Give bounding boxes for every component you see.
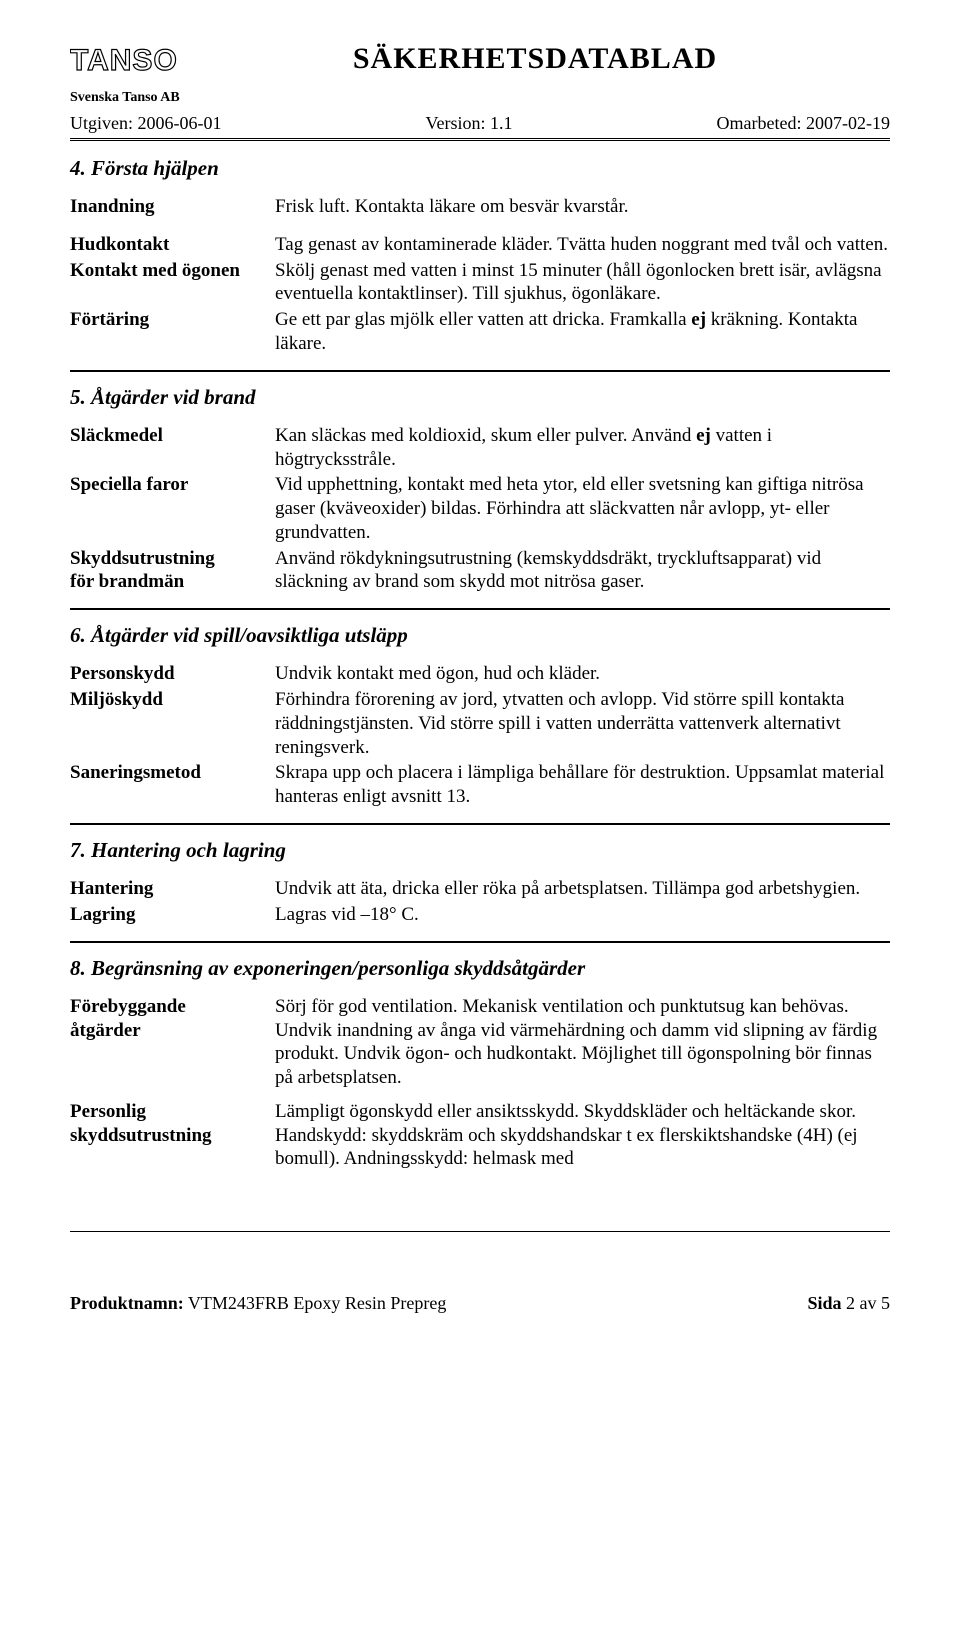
version-label: Version: — [426, 113, 486, 133]
lagring-label: Lagring — [70, 903, 275, 927]
row-saneringsmetod: Saneringsmetod Skrapa upp och placera i … — [70, 761, 890, 809]
rule-7-8 — [70, 941, 890, 943]
ogonen-label: Kontakt med ögonen — [70, 259, 275, 283]
miljoskydd-label: Miljöskydd — [70, 688, 275, 712]
row-slackmedel: Släckmedel Kan släckas med koldioxid, sk… — [70, 424, 890, 472]
pers-k1: Personlig — [70, 1101, 146, 1122]
row-hudkontakt: Hudkontakt Tag genast av kontaminerade k… — [70, 233, 890, 257]
meta-row: Utgiven: 2006-06-01 Version: 1.1 Omarbet… — [70, 112, 890, 135]
forebyggande-label: Förebyggande åtgärder — [70, 995, 275, 1043]
slackmedel-value: Kan släckas med koldioxid, skum eller pu… — [275, 424, 890, 472]
ogonen-value: Skölj genast med vatten i minst 15 minut… — [275, 259, 890, 307]
product-label: Produktnamn: — [70, 1293, 184, 1313]
page-value: 2 av 5 — [846, 1293, 890, 1313]
section-4-block-a: Inandning Frisk luft. Kontakta läkare om… — [70, 195, 890, 219]
logo-subtitle: Svenska Tanso AB — [70, 89, 210, 107]
saneringsmetod-value: Skrapa upp och placera i lämpliga behåll… — [275, 761, 890, 809]
foreb-k1: Förebyggande — [70, 996, 186, 1017]
section-7-title: 7. Hantering och lagring — [70, 837, 890, 863]
slack-pre: Kan släckas med koldioxid, skum eller pu… — [275, 425, 696, 446]
fortaring-value: Ge ett par glas mjölk eller vatten att d… — [275, 308, 890, 356]
issued-value: 2006-06-01 — [138, 113, 222, 133]
section-4-title: 4. Första hjälpen — [70, 155, 890, 181]
section-5-block: Släckmedel Kan släckas med koldioxid, sk… — [70, 424, 890, 594]
speciella-label: Speciella faror — [70, 473, 275, 497]
section-8-title: 8. Begränsning av exponeringen/personlig… — [70, 955, 890, 981]
doc-header: TANSO Svenska Tanso AB SÄKERHETSDATABLAD — [70, 40, 890, 106]
slack-bold: ej — [696, 425, 711, 446]
row-personlig: Personlig skyddsutrustning Lämpligt ögon… — [70, 1100, 890, 1171]
row-hantering: Hantering Undvik att äta, dricka eller r… — [70, 877, 890, 901]
personlig-label: Personlig skyddsutrustning — [70, 1100, 275, 1148]
footer-row: Produktnamn: VTM243FRB Epoxy Resin Prepr… — [70, 1292, 890, 1315]
header-rule — [70, 138, 890, 141]
document-title: SÄKERHETSDATABLAD — [353, 40, 717, 78]
section-5-title: 5. Åtgärder vid brand — [70, 384, 890, 410]
personskydd-value: Undvik kontakt med ögon, hud och kläder. — [275, 662, 890, 686]
row-speciella: Speciella faror Vid upphettning, kontakt… — [70, 473, 890, 544]
saneringsmetod-label: Saneringsmetod — [70, 761, 275, 785]
row-skyddsutrustning: Skyddsutrustning för brandmän Använd rök… — [70, 547, 890, 595]
page-label: Sida — [807, 1293, 841, 1313]
miljoskydd-value: Förhindra förorening av jord, ytvatten o… — [275, 688, 890, 759]
personskydd-label: Personskydd — [70, 662, 275, 686]
rule-5-6 — [70, 608, 890, 610]
meta-revised: Omarbeted: 2007-02-19 — [717, 112, 890, 135]
hudkontakt-value: Tag genast av kontaminerade kläder. Tvät… — [275, 233, 890, 257]
svg-text:TANSO: TANSO — [70, 44, 178, 77]
speciella-value: Vid upphettning, kontakt med heta ytor, … — [275, 473, 890, 544]
personlig-value: Lämpligt ögonskydd eller ansiktsskydd. S… — [275, 1100, 890, 1171]
slackmedel-label: Släckmedel — [70, 424, 275, 448]
row-personskydd: Personskydd Undvik kontakt med ögon, hud… — [70, 662, 890, 686]
section-6-block: Personskydd Undvik kontakt med ögon, hud… — [70, 662, 890, 809]
hantering-label: Hantering — [70, 877, 275, 901]
meta-version: Version: 1.1 — [426, 112, 513, 135]
footer-rule — [70, 1231, 890, 1232]
lagring-value: Lagras vid –18° C. — [275, 903, 890, 927]
row-ogonen: Kontakt med ögonen Skölj genast med vatt… — [70, 259, 890, 307]
skyddsutrustning-value: Använd rökdykningsutrustning (kemskyddsd… — [275, 547, 890, 595]
row-lagring: Lagring Lagras vid –18° C. — [70, 903, 890, 927]
row-inandning: Inandning Frisk luft. Kontakta läkare om… — [70, 195, 890, 219]
revised-value: 2007-02-19 — [806, 113, 890, 133]
skydd-k2: för brandmän — [70, 571, 184, 592]
meta-issued: Utgiven: 2006-06-01 — [70, 112, 222, 135]
inandning-value: Frisk luft. Kontakta läkare om besvär kv… — [275, 195, 890, 219]
issued-label: Utgiven: — [70, 113, 133, 133]
fortaring-bold: ej — [691, 309, 706, 330]
fortaring-label: Förtäring — [70, 308, 275, 332]
rule-6-7 — [70, 823, 890, 825]
skyddsutrustning-label: Skyddsutrustning för brandmän — [70, 547, 275, 595]
fortaring-pre: Ge ett par glas mjölk eller vatten att d… — [275, 309, 691, 330]
product-value: VTM243FRB Epoxy Resin Prepreg — [188, 1293, 447, 1313]
forebyggande-value: Sörj för god ventilation. Mekanisk venti… — [275, 995, 890, 1090]
section-6-title: 6. Åtgärder vid spill/oavsiktliga utsläp… — [70, 622, 890, 648]
revised-label-prefix: O — [717, 113, 730, 133]
pers-k2: skyddsutrustning — [70, 1125, 212, 1146]
foreb-k2: åtgärder — [70, 1020, 141, 1041]
section-8-block: Förebyggande åtgärder Sörj för god venti… — [70, 995, 890, 1171]
skydd-k1: Skyddsutrustning — [70, 548, 215, 569]
inandning-label: Inandning — [70, 195, 275, 219]
footer-page: Sida 2 av 5 — [807, 1292, 890, 1315]
section-4-block-b: Hudkontakt Tag genast av kontaminerade k… — [70, 233, 890, 356]
hantering-value: Undvik att äta, dricka eller röka på arb… — [275, 877, 890, 901]
version-value: 1.1 — [490, 113, 513, 133]
row-fortaring: Förtäring Ge ett par glas mjölk eller va… — [70, 308, 890, 356]
logo-svg: TANSO — [70, 40, 210, 87]
logo-block: TANSO Svenska Tanso AB — [70, 40, 210, 106]
section-7-block: Hantering Undvik att äta, dricka eller r… — [70, 877, 890, 927]
rule-4-5 — [70, 370, 890, 372]
revised-label: marbeted: — [730, 113, 802, 133]
footer-product: Produktnamn: VTM243FRB Epoxy Resin Prepr… — [70, 1292, 446, 1315]
row-miljoskydd: Miljöskydd Förhindra förorening av jord,… — [70, 688, 890, 759]
row-forebyggande: Förebyggande åtgärder Sörj för god venti… — [70, 995, 890, 1090]
hudkontakt-label: Hudkontakt — [70, 233, 275, 257]
